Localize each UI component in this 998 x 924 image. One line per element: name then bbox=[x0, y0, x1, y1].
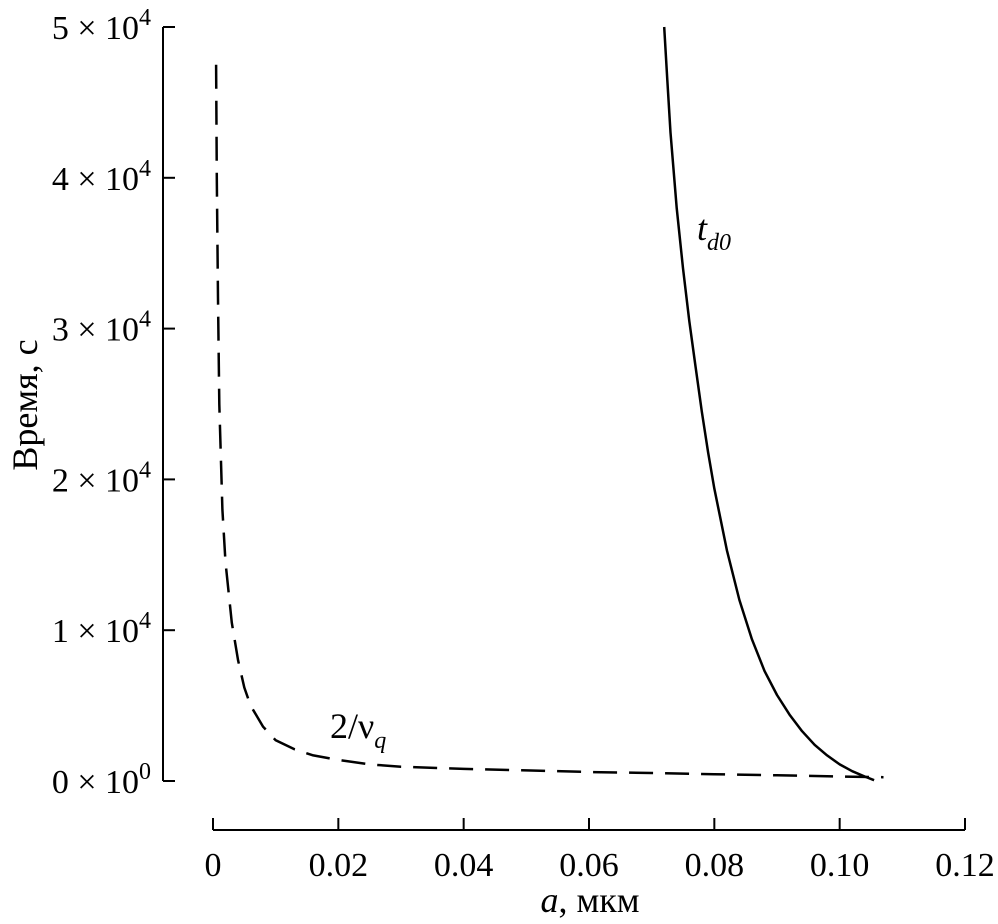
series-line-2-over-nu-q bbox=[214, 64, 884, 779]
y-tick-label: 1 × 104 bbox=[52, 608, 151, 650]
series-label-2-over-nu-q-sub: q bbox=[374, 728, 386, 754]
x-tick-label: 0.06 bbox=[559, 847, 619, 884]
x-tick-label: 0.08 bbox=[685, 847, 745, 884]
y-tick-label-mantissa: 2 × 10 bbox=[52, 462, 139, 499]
series-label-2-over-nu-q-main: 2/ν bbox=[330, 706, 374, 746]
y-tick-label-mantissa: 5 × 10 bbox=[52, 10, 139, 47]
series-label-t-d0: td0 bbox=[697, 208, 731, 256]
y-tick-label-mantissa: 3 × 10 bbox=[52, 312, 139, 349]
y-tick-label-exponent: 4 bbox=[139, 5, 151, 31]
x-tick-label: 0 bbox=[205, 847, 222, 884]
x-axis-title-unit: , мкм bbox=[558, 880, 639, 920]
y-tick-label-exponent: 4 bbox=[139, 307, 151, 333]
series-label-t-d0-sub: d0 bbox=[707, 230, 731, 256]
x-tick-label: 0.02 bbox=[309, 847, 369, 884]
y-tick-label: 2 × 104 bbox=[52, 457, 151, 499]
series-line-t-d0 bbox=[662, 26, 875, 782]
y-tick-label: 5 × 104 bbox=[52, 5, 151, 47]
y-tick-label-mantissa: 1 × 10 bbox=[52, 613, 139, 650]
y-axis-title: Время, с bbox=[5, 339, 45, 470]
x-tick-label: 0.12 bbox=[935, 847, 995, 884]
x-tick-label: 0.10 bbox=[810, 847, 870, 884]
x-axis: 0 0.02 0.04 0.06 0.08 0.10 0.12 bbox=[205, 818, 995, 884]
y-tick-label-mantissa: 4 × 10 bbox=[52, 161, 139, 198]
x-tick-label: 0.04 bbox=[434, 847, 494, 884]
x-axis-title-variable: a bbox=[540, 880, 558, 920]
y-tick-label-exponent: 4 bbox=[139, 156, 151, 182]
y-tick-label-exponent: 4 bbox=[139, 608, 151, 634]
y-tick-label-exponent: 0 bbox=[139, 759, 151, 785]
y-tick-label: 0 × 100 bbox=[52, 759, 151, 801]
y-tick-label: 3 × 104 bbox=[52, 307, 151, 349]
x-axis-title: a, мкм bbox=[540, 880, 639, 920]
y-tick-label-mantissa: 0 × 10 bbox=[52, 764, 139, 801]
y-tick-label: 4 × 104 bbox=[52, 156, 151, 198]
plot-area bbox=[214, 26, 884, 782]
series-label-t-d0-main: t bbox=[697, 208, 708, 248]
series-label-2-over-nu-q: 2/νq bbox=[330, 706, 386, 754]
y-tick-label-exponent: 4 bbox=[139, 457, 151, 483]
